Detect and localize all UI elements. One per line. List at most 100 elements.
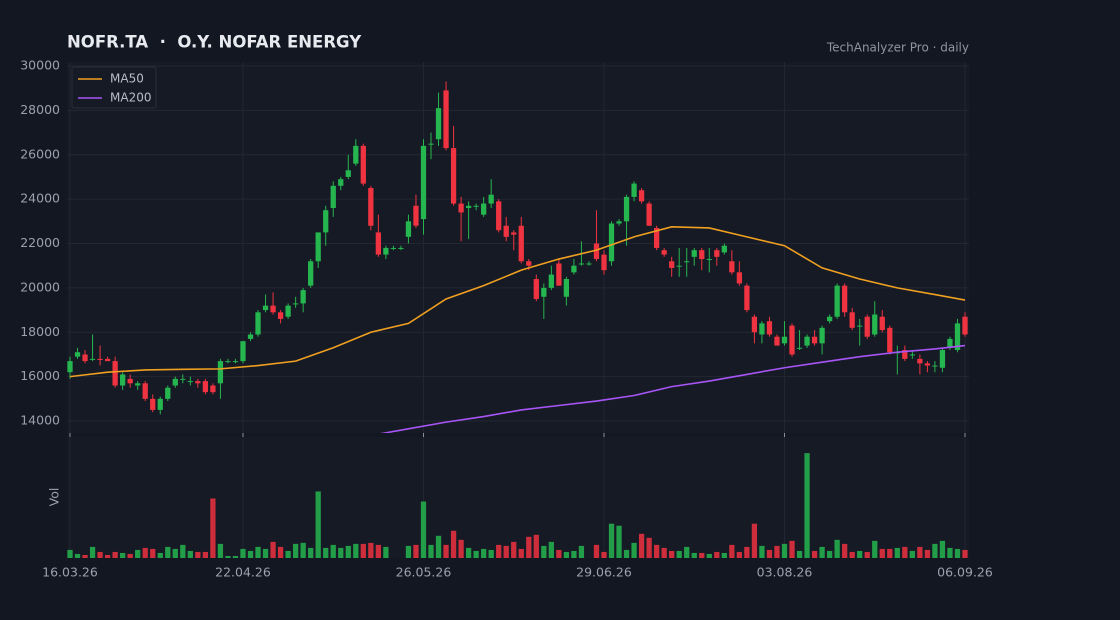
y-tick-label: 14000 [20,413,60,428]
volume-bar [82,554,88,558]
candle-body [165,387,171,399]
candle-body [74,352,81,357]
candle-body [473,205,479,207]
candle-body [736,272,743,284]
candle-body [563,279,570,297]
candle-body [420,145,427,220]
candle-body [511,232,517,235]
volume-bar [481,548,487,558]
candle-body [796,347,803,349]
candle-body [541,287,547,297]
candle-body [390,247,397,249]
candle-body [932,365,938,367]
candle-body [924,363,931,366]
volume-bar [368,542,374,558]
candle-body [503,225,509,237]
volume-bar [759,545,765,558]
candle-body [262,305,269,311]
volume-bar [654,544,660,558]
candle-body [277,312,284,319]
candle-body [435,108,442,140]
candle-body [947,338,953,348]
volume-bar [383,546,389,558]
volume-bar [593,544,600,558]
volume-bar [616,525,622,558]
volume-bar [631,542,637,558]
volume-bar [375,544,381,558]
volume-bar [285,550,291,558]
candle-body [578,263,585,265]
volume-bar [300,542,306,558]
candle-body [481,203,487,215]
candle-body [789,325,795,355]
volume-bar [488,549,494,558]
candle-body [292,303,299,305]
candle-body [902,350,908,359]
volume-bar [450,530,457,558]
candle-body [157,398,163,410]
candle-body [608,223,615,262]
volume-bar [721,552,727,558]
volume-bar [857,550,863,558]
candle-body [247,334,254,339]
price-panel [67,62,969,433]
candle-body [631,183,637,197]
candle-body [699,250,705,260]
volume-bar [706,553,712,558]
volume-bar [458,539,464,558]
volume-bar [74,553,81,558]
candle-body [89,358,96,360]
candle-body [834,285,840,317]
volume-bar [691,552,697,558]
volume-bar [435,535,442,558]
volume-bar [511,541,517,558]
x-tick-label: 03.08.26 [757,565,813,580]
volume-bar [556,549,562,558]
volume-bar [789,540,795,558]
candle-body [330,185,336,209]
x-tick-label: 29.06.26 [576,565,632,580]
candle-body [691,250,697,257]
volume-bar [849,551,855,558]
volume-bar [887,548,893,558]
legend-label: MA200 [110,91,151,105]
candle-body [120,374,126,386]
volume-bar [909,550,915,558]
volume-bar [563,551,570,558]
volume-bar [518,548,524,558]
volume-bar [67,549,73,558]
candle-body [217,361,224,384]
candle-body [270,305,276,313]
y-tick-label: 24000 [20,191,60,206]
x-tick-label: 22.04.26 [215,565,271,580]
candle-body [872,314,878,335]
volume-bar [699,552,705,558]
volume-bar [428,544,434,558]
volume-bar [834,539,840,558]
volume-bar [150,548,156,558]
volume-bar [315,491,321,558]
volume-bar [225,555,231,558]
candle-body [571,265,577,273]
volume-bar [608,523,615,558]
candle-body [488,194,494,204]
candle-body [443,90,449,149]
y-tick-label: 22000 [20,235,60,250]
candle-body [285,305,291,317]
candle-body [97,358,103,360]
volume-bar [232,555,239,558]
volume-bar [202,551,209,558]
candle-body [548,274,554,288]
volume-bar [338,547,344,558]
candle-body [556,263,562,286]
candle-body [729,261,735,273]
candle-body [917,358,923,364]
candle-body [135,383,141,386]
candle-body [338,179,344,186]
volume-bar [135,549,141,558]
candle-body [616,221,622,224]
candle-body [383,247,389,255]
candle-body [638,190,645,202]
volume-bar [646,537,652,558]
candle-body [315,232,321,262]
